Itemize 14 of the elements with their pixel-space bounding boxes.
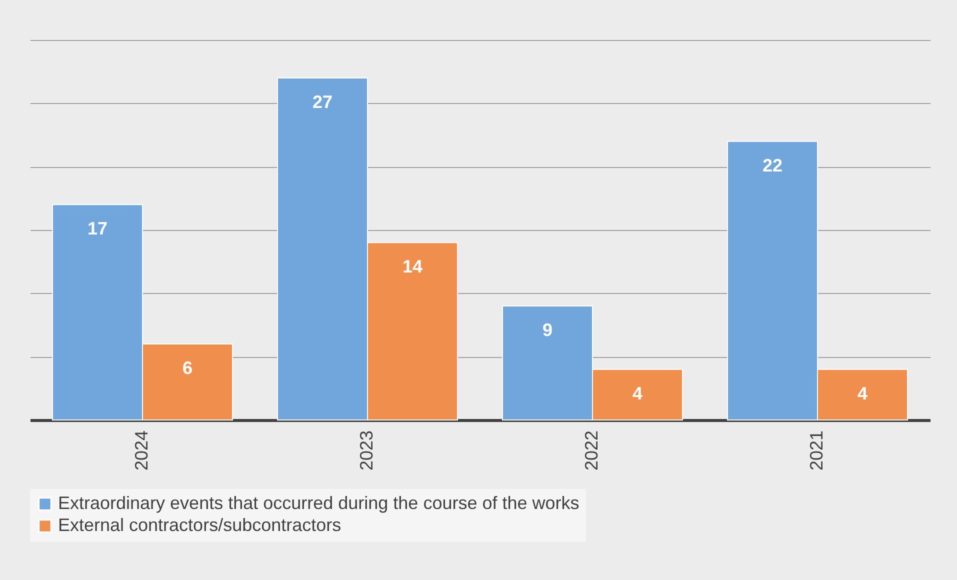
data-label: 4 bbox=[857, 383, 868, 404]
x-tick-label: 2022 bbox=[582, 430, 602, 471]
legend-label: External contractors/subcontractors bbox=[58, 515, 342, 535]
data-label: 27 bbox=[312, 92, 333, 112]
x-tick-label: 2024 bbox=[132, 430, 152, 471]
legend-label: Extraordinary events that occurred during the course of the works bbox=[58, 493, 580, 513]
data-label: 4 bbox=[632, 383, 643, 404]
data-label: 9 bbox=[542, 320, 553, 340]
data-label: 17 bbox=[87, 218, 108, 239]
data-label: 14 bbox=[402, 256, 423, 277]
data-label: 22 bbox=[762, 155, 783, 176]
x-tick-label: 2021 bbox=[806, 430, 826, 471]
data-label: 6 bbox=[182, 358, 193, 378]
x-tick-label: 2023 bbox=[356, 430, 376, 471]
